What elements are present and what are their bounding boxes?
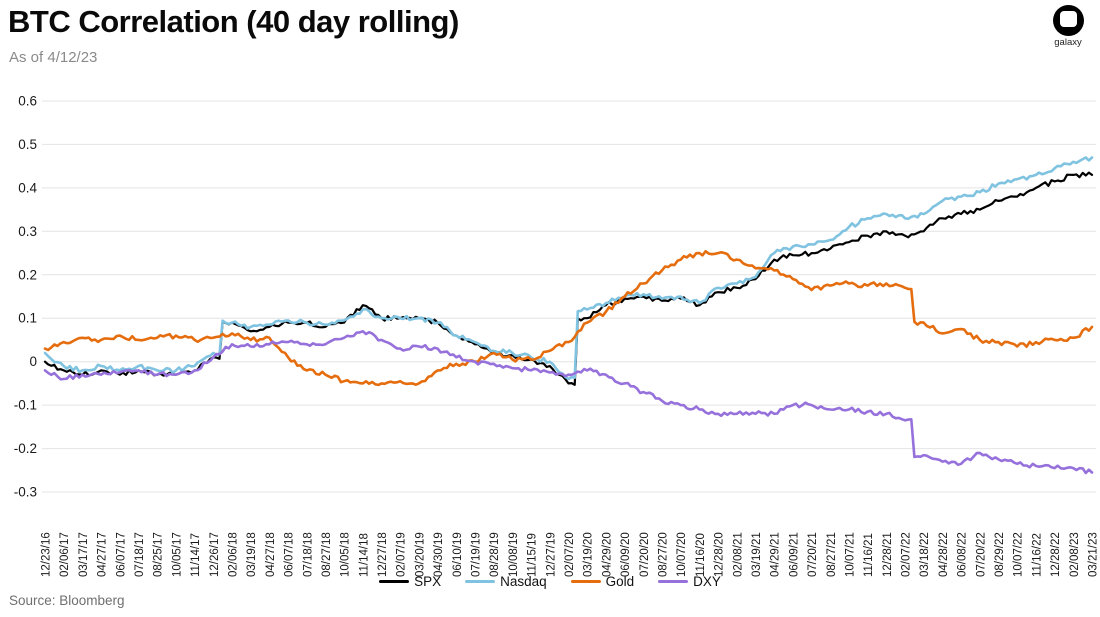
svg-text:12/28/21: 12/28/21 (882, 532, 894, 577)
svg-text:-0.1: -0.1 (14, 398, 37, 413)
svg-text:06/07/17: 06/07/17 (115, 532, 127, 577)
legend-label-nasdaq: Nasdaq (500, 574, 547, 589)
svg-text:06/09/20: 06/09/20 (620, 532, 632, 577)
svg-text:-0.3: -0.3 (14, 485, 37, 500)
svg-text:11/16/20: 11/16/20 (695, 533, 707, 577)
svg-text:07/20/22: 07/20/22 (975, 532, 987, 577)
series-line-nasdaq (43, 156, 1094, 381)
galaxy-logo-label: galaxy (1054, 37, 1082, 48)
legend-item-spx: SPX (379, 574, 441, 589)
svg-text:08/28/19: 08/28/19 (489, 532, 501, 577)
svg-text:0.1: 0.1 (18, 311, 37, 326)
legend-swatch-gold (570, 580, 601, 583)
svg-text:10/05/17: 10/05/17 (171, 532, 183, 577)
svg-text:06/09/21: 06/09/21 (788, 532, 800, 577)
svg-text:12/28/20: 12/28/20 (714, 532, 726, 577)
svg-text:08/25/17: 08/25/17 (153, 532, 165, 577)
x-axis-labels: 12/23/16 02/06/17 03/17/17 04/27/17 06/07/17… (41, 532, 1100, 577)
svg-text:08/29/22: 08/29/22 (994, 532, 1006, 577)
galaxy-logo: galaxy (1045, 5, 1091, 48)
svg-text:07/20/20: 07/20/20 (639, 532, 651, 577)
svg-text:02/07/22: 02/07/22 (901, 532, 913, 577)
gridlines (42, 100, 1096, 493)
svg-text:03/20/19: 03/20/19 (414, 532, 426, 577)
legend-item-gold: Gold (570, 574, 635, 589)
svg-text:10/07/22: 10/07/22 (1013, 532, 1025, 577)
svg-text:04/29/21: 04/29/21 (770, 532, 782, 577)
legend-label-gold: Gold (605, 574, 635, 589)
svg-text:0: 0 (29, 354, 37, 369)
source-label: Source: Bloomberg (9, 593, 125, 608)
svg-text:12/28/22: 12/28/22 (1050, 532, 1062, 577)
svg-text:0.3: 0.3 (18, 224, 37, 239)
svg-text:03/21/23: 03/21/23 (1088, 532, 1100, 577)
svg-text:0.5: 0.5 (18, 137, 37, 152)
svg-text:02/07/19: 02/07/19 (396, 532, 408, 577)
svg-text:-0.2: -0.2 (14, 441, 37, 456)
svg-text:06/10/19: 06/10/19 (452, 532, 464, 577)
svg-text:03/19/18: 03/19/18 (246, 532, 258, 577)
svg-text:02/08/23: 02/08/23 (1069, 532, 1081, 577)
svg-text:11/14/18: 11/14/18 (358, 533, 370, 577)
svg-text:0.2: 0.2 (18, 267, 37, 282)
svg-text:11/16/21: 11/16/21 (863, 533, 875, 577)
svg-text:04/29/20: 04/29/20 (601, 532, 613, 577)
svg-text:04/27/18: 04/27/18 (265, 532, 277, 577)
series-line-gold (43, 250, 1094, 387)
page-title: BTC Correlation (40 day rolling) (8, 4, 459, 39)
legend-swatch-nasdaq (465, 580, 496, 583)
svg-text:11/15/19: 11/15/19 (527, 533, 539, 577)
svg-text:04/28/22: 04/28/22 (938, 532, 950, 577)
svg-text:02/08/21: 02/08/21 (732, 532, 744, 577)
svg-text:07/19/19: 07/19/19 (471, 532, 483, 577)
svg-text:10/07/20: 10/07/20 (676, 532, 688, 577)
svg-text:12/27/19: 12/27/19 (545, 532, 557, 577)
series-lines (43, 156, 1094, 475)
svg-text:04/27/17: 04/27/17 (97, 532, 109, 577)
svg-text:12/26/17: 12/26/17 (209, 532, 221, 577)
y-axis-labels: 0.6 0.5 0.4 0.3 0.2 0.1 0 -0.1 -0.2 -0.3 (14, 94, 38, 500)
galaxy-logo-icon (1052, 5, 1084, 36)
svg-text:08/27/18: 08/27/18 (321, 532, 333, 577)
svg-text:02/06/17: 02/06/17 (59, 532, 71, 577)
legend-label-dxy: DXY (693, 574, 721, 589)
svg-text:03/18/22: 03/18/22 (919, 532, 931, 577)
svg-text:02/07/20: 02/07/20 (564, 532, 576, 577)
svg-text:07/20/21: 07/20/21 (807, 532, 819, 577)
svg-text:12/27/18: 12/27/18 (377, 532, 389, 577)
svg-text:03/19/20: 03/19/20 (583, 532, 595, 577)
svg-text:0.4: 0.4 (18, 180, 37, 195)
svg-text:06/08/22: 06/08/22 (957, 532, 969, 577)
svg-text:08/27/21: 08/27/21 (826, 532, 838, 577)
legend-item-nasdaq: Nasdaq (465, 574, 547, 589)
svg-text:06/07/18: 06/07/18 (284, 532, 296, 577)
chart-legend: SPX Nasdaq Gold DXY (0, 574, 1100, 589)
legend-swatch-dxy (658, 580, 689, 583)
svg-text:10/05/18: 10/05/18 (340, 532, 352, 577)
svg-text:02/06/18: 02/06/18 (228, 532, 240, 577)
svg-text:11/14/17: 11/14/17 (190, 533, 202, 577)
svg-text:03/19/21: 03/19/21 (751, 532, 763, 577)
svg-text:07/18/18: 07/18/18 (302, 532, 314, 577)
svg-text:04/30/19: 04/30/19 (433, 532, 445, 577)
svg-text:12/23/16: 12/23/16 (41, 532, 53, 577)
legend-label-spx: SPX (414, 574, 442, 589)
svg-text:11/16/22: 11/16/22 (1031, 533, 1043, 577)
svg-text:03/17/17: 03/17/17 (78, 532, 90, 577)
svg-text:0.6: 0.6 (18, 94, 37, 109)
svg-text:10/07/21: 10/07/21 (844, 532, 856, 577)
svg-text:07/18/17: 07/18/17 (134, 532, 146, 577)
series-line-spx (43, 171, 1094, 386)
legend-item-dxy: DXY (658, 574, 721, 589)
svg-text:08/27/20: 08/27/20 (658, 532, 670, 577)
as-of-subtitle: As of 4/12/23 (9, 49, 98, 66)
svg-text:10/08/19: 10/08/19 (508, 532, 520, 577)
legend-swatch-spx (379, 580, 410, 583)
series-line-dxy (43, 329, 1094, 475)
